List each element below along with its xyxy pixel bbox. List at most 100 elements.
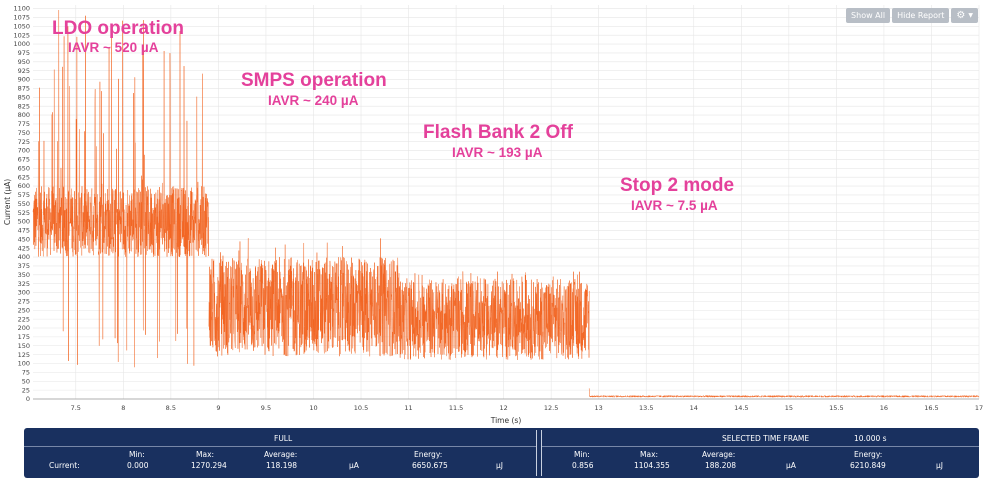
x-tick-label: 13 — [595, 404, 603, 412]
report-selected: SELECTED TIME FRAME 10.000 s Min: Max: A… — [542, 428, 979, 478]
y-tick-label: 975 — [18, 49, 30, 57]
selected-average-label: Average: — [702, 450, 736, 459]
x-axis-ticks: 7.5 8 8.5 9 9.5 10 10.5 11 11.5 12 12.5 13 13.5 14 14.… — [71, 404, 984, 412]
x-tick-label: 11.5 — [449, 404, 463, 412]
full-energy-value: 6650.675 — [412, 461, 448, 470]
x-tick-label: 16.5 — [924, 404, 938, 412]
report-full: FULL Min: Max: Average: Energy: Current:… — [24, 428, 536, 478]
x-tick-label: 14.5 — [734, 404, 748, 412]
full-average-label: Average: — [264, 450, 298, 459]
hide-report-button[interactable]: Hide Report — [892, 8, 950, 23]
y-tick-label: 875 — [18, 85, 30, 93]
y-tick-label: 450 — [18, 235, 30, 243]
y-tick-label: 825 — [18, 102, 30, 110]
report-panel: FULL Min: Max: Average: Energy: Current:… — [24, 428, 979, 478]
x-tick-label: 9.5 — [261, 404, 271, 412]
series-segment-2 — [208, 237, 400, 357]
annotation-smps-title: SMPS operation — [241, 70, 387, 91]
full-average-value: 118.198 — [266, 461, 298, 470]
selected-min-label: Min: — [574, 450, 590, 459]
x-tick-label: 8.5 — [166, 404, 176, 412]
chart-toolbar: Show All Hide Report ⚙ ▼ — [846, 8, 978, 23]
y-tick-label: 100 — [18, 360, 30, 368]
selected-energy-label: Energy: — [854, 450, 883, 459]
y-tick-label: 850 — [18, 93, 30, 101]
full-min-value: 0.000 — [127, 461, 149, 470]
y-tick-label: 625 — [18, 173, 30, 181]
y-tick-label: 700 — [18, 147, 30, 155]
y-tick-label: 925 — [18, 67, 30, 75]
x-tick-label: 15.5 — [829, 404, 843, 412]
x-tick-label: 13.5 — [639, 404, 653, 412]
annotation-ldo-title: LDO operation — [52, 18, 184, 39]
x-tick-label: 14 — [690, 404, 698, 412]
selected-min-value: 0.856 — [572, 461, 594, 470]
selected-current-unit: µA — [786, 461, 796, 470]
selected-energy-value: 6210.849 — [850, 461, 886, 470]
y-tick-label: 325 — [18, 280, 30, 288]
y-tick-label: 575 — [18, 191, 30, 199]
current-series — [32, 9, 980, 398]
selected-max-value: 1104.355 — [634, 461, 670, 470]
x-axis-label: Time (s) — [490, 416, 522, 425]
gear-icon: ⚙ — [956, 9, 966, 21]
selected-duration: 10.000 s — [854, 434, 887, 443]
full-label: FULL — [274, 434, 293, 443]
y-tick-label: 150 — [18, 342, 30, 350]
y-tick-label: 125 — [18, 351, 30, 359]
selected-energy-unit: µJ — [936, 461, 943, 470]
y-tick-label: 600 — [18, 182, 30, 190]
annotation-flash-sub: IAVR ~ 193 µA — [452, 145, 543, 160]
y-tick-label: 525 — [18, 209, 30, 217]
y-tick-label: 175 — [18, 333, 30, 341]
y-axis-ticks: 0255075100125150175200225250275300325350… — [13, 5, 30, 403]
y-tick-label: 775 — [18, 120, 30, 128]
x-tick-label: 9 — [216, 404, 220, 412]
y-tick-label: 1050 — [13, 22, 30, 30]
series-segment-3 — [398, 271, 590, 361]
full-energy-unit: µJ — [496, 461, 503, 470]
y-tick-label: 75 — [22, 369, 30, 377]
full-min-label: Min: — [129, 450, 145, 459]
x-tick-label: 16 — [880, 404, 888, 412]
report-selected-header: SELECTED TIME FRAME 10.000 s — [542, 432, 979, 447]
y-tick-label: 900 — [18, 76, 30, 84]
y-tick-label: 50 — [22, 377, 30, 385]
y-tick-label: 750 — [18, 129, 30, 137]
x-tick-label: 12.5 — [544, 404, 558, 412]
full-max-value: 1270.294 — [191, 461, 227, 470]
y-tick-label: 425 — [18, 244, 30, 252]
report-divider[interactable] — [536, 430, 542, 476]
x-tick-label: 8 — [121, 404, 125, 412]
y-tick-label: 375 — [18, 262, 30, 270]
y-tick-label: 0 — [26, 395, 30, 403]
y-axis-label: Current (µA) — [3, 179, 12, 225]
full-energy-label: Energy: — [414, 450, 443, 459]
x-tick-label: 11 — [404, 404, 412, 412]
y-tick-label: 300 — [18, 289, 30, 297]
full-max-label: Max: — [196, 450, 215, 459]
y-tick-label: 800 — [18, 111, 30, 119]
y-tick-label: 500 — [18, 218, 30, 226]
y-tick-label: 1075 — [13, 14, 30, 22]
current-chart[interactable]: 0255075100125150175200225250275300325350… — [0, 0, 988, 425]
y-tick-label: 1100 — [13, 5, 30, 13]
annotation-stop2-sub: IAVR ~ 7.5 µA — [631, 198, 718, 213]
x-tick-label: 10.5 — [354, 404, 368, 412]
y-tick-label: 225 — [18, 315, 30, 323]
report-full-header: FULL — [24, 432, 536, 447]
show-all-button[interactable]: Show All — [846, 8, 891, 23]
annotation-smps-sub: IAVR ~ 240 µA — [268, 93, 359, 108]
x-tick-label: 15 — [785, 404, 793, 412]
y-tick-label: 1000 — [13, 40, 30, 48]
caret-down-icon: ▼ — [968, 12, 973, 19]
selected-average-value: 188.208 — [705, 461, 737, 470]
settings-button[interactable]: ⚙ ▼ — [951, 8, 978, 23]
y-tick-label: 725 — [18, 138, 30, 146]
full-row-label: Current: — [49, 461, 80, 470]
x-tick-label: 7.5 — [71, 404, 81, 412]
annotation-ldo-sub: IAVR ~ 520 µA — [68, 40, 159, 55]
selected-label: SELECTED TIME FRAME — [722, 434, 810, 443]
y-tick-label: 200 — [18, 324, 30, 332]
y-tick-label: 275 — [18, 298, 30, 306]
